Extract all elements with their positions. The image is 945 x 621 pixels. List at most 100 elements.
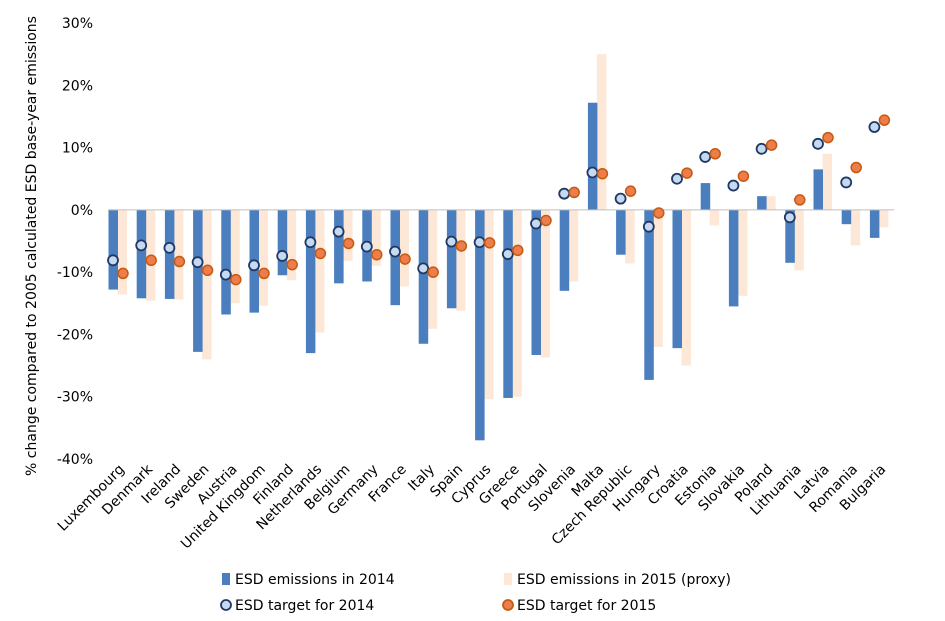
bar-2014 [728,209,739,307]
bar-2015 [766,196,776,210]
bar-2015 [484,209,494,400]
legend-label: ESD target for 2014 [235,598,374,614]
bar-2014 [136,209,147,299]
y-tick-label: -30% [57,390,93,406]
marker-target-2014 [812,137,824,150]
marker-target-2015 [258,267,270,280]
y-axis-label: % change compared to 2005 calculated ESD… [24,16,40,476]
bar-2015 [371,209,381,266]
marker-target-2015 [568,186,580,199]
marker-target-2015 [794,194,806,206]
bar-2014 [869,209,880,238]
bar-2014 [644,209,654,380]
bar-2014 [164,209,175,299]
bar-2015 [737,209,748,296]
bar-2015 [258,209,268,306]
marker-target-2015 [201,264,214,277]
target-markers [107,114,891,286]
marker-target-2014 [473,236,486,249]
bar-2014 [305,209,316,354]
marker-target-2015 [512,244,524,257]
marker-target-2014 [276,250,289,262]
bar-2014 [700,183,711,210]
legend-label: ESD emissions in 2015 (proxy) [517,572,731,588]
marker-target-2015 [765,139,778,151]
bar-2014 [334,209,344,284]
bar-2014 [616,209,626,255]
bar-2015 [117,209,127,295]
series-2015-bars [117,54,889,400]
marker-target-2014 [107,254,119,267]
marker-target-2014 [248,259,260,272]
marker-target-2015 [653,207,665,219]
marker-target-2014 [614,192,627,205]
bar-2014 [672,209,682,349]
bar-2015 [822,153,832,210]
marker-target-2015 [709,148,721,160]
bar-2015 [568,209,579,282]
marker-target-2015 [145,254,157,267]
y-tick-labels: 30% 20% 10% 0% -10% -20% -30% -40% [57,16,93,468]
bar-2015 [540,209,550,358]
marker-target-2014 [417,262,430,275]
bar-2015 [230,209,240,304]
marker-target-2015 [850,161,862,174]
marker-target-2015 [624,185,637,197]
marker-target-2015 [737,170,750,182]
y-tick-label: 20% [62,78,93,94]
marker-target-2014 [755,142,768,155]
marker-target-2014 [558,187,571,200]
bar-2014 [475,209,485,441]
marker-target-2014 [530,217,542,230]
bar-2015 [314,209,325,333]
legend: ESD emissions in 2014 ESD emissions in 20… [220,572,731,614]
bar-2014 [841,209,852,225]
bar-2014 [390,209,400,306]
marker-target-2014 [389,245,401,258]
bar-2014 [221,209,231,315]
marker-target-2014 [332,225,345,238]
marker-target-2015 [286,258,298,271]
legend-swatch [222,573,230,585]
marker-target-2014 [642,220,655,233]
marker-target-2014 [360,240,373,253]
bar-2015 [399,209,409,287]
bar-2014 [108,209,118,290]
marker-target-2015 [117,267,129,280]
bar-2015 [709,209,720,226]
bar-2015 [286,209,297,281]
marker-target-2015 [314,247,327,260]
marker-target-2014 [135,239,148,252]
bar-2014 [531,209,541,355]
marker-target-2015 [399,253,411,265]
bar-2014 [193,209,203,352]
marker-target-2014 [840,176,853,189]
y-tick-label: 30% [62,16,93,32]
marker-target-2014 [219,268,232,281]
bar-2014 [418,209,429,344]
marker-target-2015 [681,167,693,179]
y-tick-label: 0% [71,203,93,219]
marker-target-2014 [868,121,881,133]
marker-target-2015 [230,273,242,286]
marker-target-2014 [783,211,796,224]
bar-2014 [757,196,767,210]
bar-2014 [785,209,795,263]
series-2014-bars [108,102,880,441]
marker-target-2014 [727,179,740,192]
bar-2015 [653,209,663,347]
marker-target-2015 [427,266,439,278]
y-tick-label: -40% [57,452,93,468]
legend-label: ESD emissions in 2014 [235,572,395,588]
y-tick-label: -20% [57,327,93,343]
bar-2014 [813,169,823,210]
bar-2015 [202,209,212,360]
marker-target-2014 [191,256,204,269]
y-tick-label: -10% [57,265,93,281]
marker-target-2014 [163,241,176,254]
x-tick-labels: LuxembourgDenmarkIrelandSwedenAustriaUni… [55,461,889,552]
marker-target-2015 [822,131,834,144]
bar-2015 [794,209,804,271]
bar-2015 [173,209,184,300]
